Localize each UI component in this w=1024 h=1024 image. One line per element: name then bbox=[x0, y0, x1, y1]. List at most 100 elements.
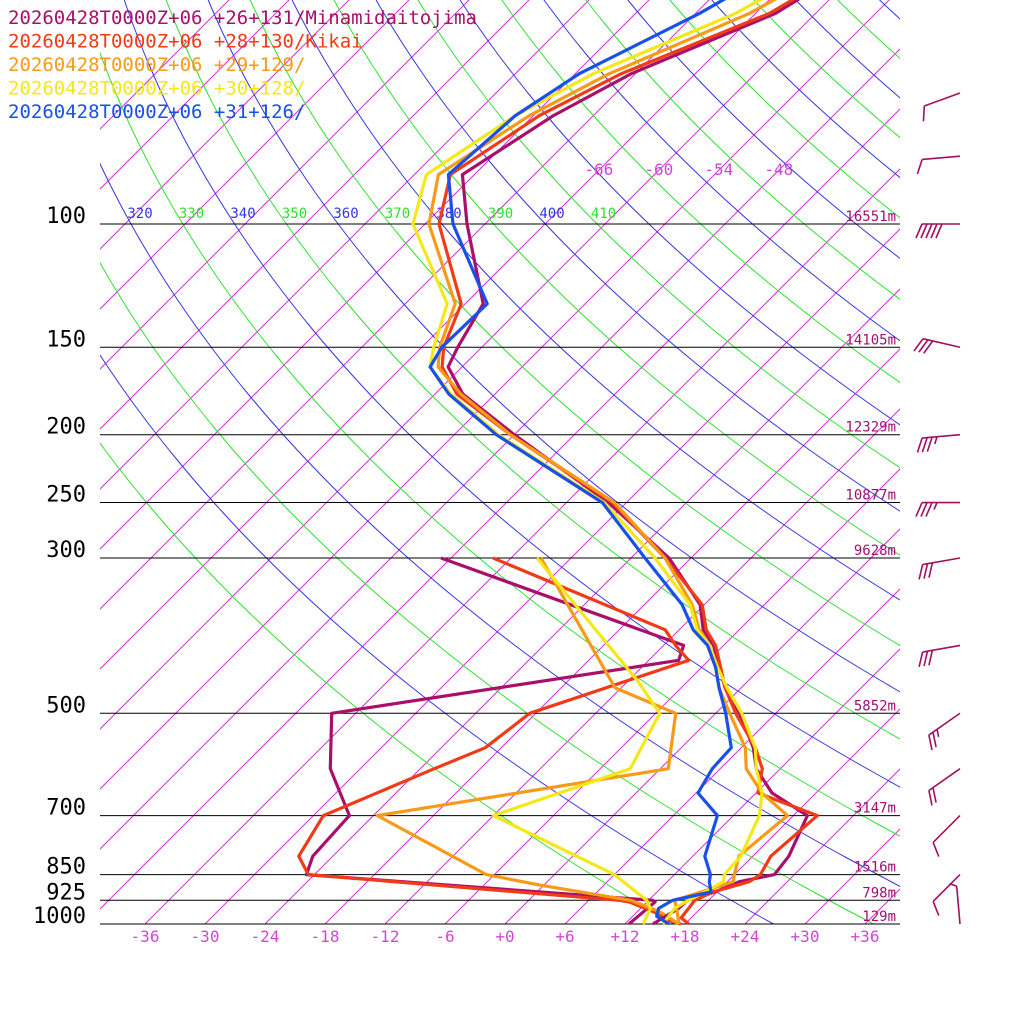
pressure-label: 1000 bbox=[33, 904, 86, 929]
dewpoint-line bbox=[304, 556, 686, 926]
temperature-line bbox=[411, 0, 764, 925]
x-tick-label: +30 bbox=[791, 927, 820, 946]
wind-barb-flag bbox=[936, 729, 940, 737]
isotherm-line bbox=[100, 0, 290, 190]
pressure-label: 250 bbox=[46, 483, 86, 508]
pressure-label: 100 bbox=[46, 204, 86, 229]
wind-barb-shaft bbox=[922, 155, 961, 161]
upper-isotherm-labels: -66 -60 -54 -48 bbox=[584, 160, 793, 179]
wind-barb-flag bbox=[928, 734, 933, 751]
dry-adiabat-line bbox=[249, 0, 900, 647]
wind-barb-shaft bbox=[922, 644, 961, 653]
isotherm-line bbox=[504, 528, 900, 924]
x-tick-label: +24 bbox=[731, 927, 760, 946]
legend: 20260428T0000Z+06 +26+131/Minamidaitojim… bbox=[8, 7, 477, 123]
height-label: 10877m bbox=[845, 488, 896, 504]
dewpoint-line bbox=[491, 556, 662, 925]
wind-barb-flag bbox=[930, 223, 938, 239]
dry-adiabat-line bbox=[669, 0, 900, 219]
dry-adiabat-line bbox=[333, 0, 900, 556]
dry-adiabat-line bbox=[207, 0, 900, 693]
x-tick-label: +18 bbox=[671, 927, 700, 946]
wind-barb-flag bbox=[925, 223, 933, 239]
isotherm-line bbox=[100, 0, 590, 490]
temperature-line bbox=[446, 0, 809, 926]
x-tick-label: -12 bbox=[371, 927, 400, 946]
dry-adiabat-line bbox=[417, 0, 900, 469]
wind-barb-flag bbox=[935, 223, 943, 239]
height-label: 3147m bbox=[854, 801, 896, 817]
pressure-label: 150 bbox=[46, 327, 86, 352]
theta-label: 320 bbox=[127, 206, 152, 222]
wind-barb-flag bbox=[932, 787, 937, 803]
isotherm-label: -48 bbox=[764, 160, 793, 179]
height-label: 129m bbox=[862, 909, 896, 925]
height-label: 16551m bbox=[845, 209, 896, 225]
dry-adiabat-line bbox=[100, 261, 874, 924]
temperature-line bbox=[428, 0, 733, 926]
theta-label: 390 bbox=[488, 206, 513, 222]
wind-barb-flag bbox=[932, 842, 940, 857]
height-label: 5852m bbox=[854, 698, 896, 714]
x-tick-label: -6 bbox=[435, 927, 454, 946]
pressure-label: 500 bbox=[46, 693, 86, 718]
dry-adiabat-line bbox=[291, 0, 900, 601]
legend-entry: 20260428T0000Z+06 +26+131/Minamidaitojim… bbox=[8, 7, 477, 29]
wind-barb-shaft bbox=[932, 815, 961, 844]
x-tick-label: -18 bbox=[311, 927, 340, 946]
pressure-label: 200 bbox=[46, 415, 86, 440]
dry-adiabat-line bbox=[627, 0, 900, 260]
wind-barb-flag bbox=[928, 650, 934, 666]
wind-barbs bbox=[913, 92, 961, 925]
dry-adiabat-line bbox=[123, 0, 900, 788]
isotherm-line bbox=[324, 348, 900, 924]
isotherm-line bbox=[100, 0, 830, 730]
wind-barb-flag bbox=[915, 223, 923, 239]
wind-barb-flag bbox=[925, 502, 933, 517]
wind-barb-flag bbox=[920, 223, 928, 239]
wind-barb-shaft bbox=[922, 557, 961, 566]
dry-adiabat-line bbox=[100, 442, 674, 924]
isotherm-line bbox=[204, 228, 900, 924]
wind-barb-flag bbox=[932, 732, 937, 748]
isotherm-line bbox=[384, 408, 900, 924]
theta-label: 410 bbox=[591, 206, 616, 222]
isotherm-line bbox=[100, 0, 230, 130]
wind-barb-flag bbox=[923, 650, 929, 667]
isotherm-label: -60 bbox=[644, 160, 673, 179]
theta-labels: 320 330 340 350 360 370 380 390 400 410 bbox=[127, 206, 616, 222]
isotherm-line bbox=[100, 108, 900, 910]
dry-adiabat-line bbox=[585, 0, 900, 300]
isotherm-line bbox=[100, 0, 710, 610]
x-tick-label: +12 bbox=[611, 927, 640, 946]
dry-adiabat-line bbox=[711, 0, 900, 179]
height-label: 9628m bbox=[854, 543, 896, 559]
x-tick-label: +6 bbox=[555, 927, 574, 946]
dry-adiabat-line bbox=[543, 0, 900, 342]
height-label: 14105m bbox=[845, 332, 896, 348]
dry-adiabat-line bbox=[165, 0, 900, 740]
theta-label: 350 bbox=[282, 206, 307, 222]
wind-barb-flag bbox=[921, 437, 928, 453]
legend-entry: 20260428T0000Z+06 +31+126/ bbox=[8, 101, 305, 123]
wind-barb-flag bbox=[920, 502, 928, 517]
legend-entry: 20260428T0000Z+06 +29+129/ bbox=[8, 54, 305, 76]
height-label: 798m bbox=[862, 885, 896, 901]
legend-entry: 20260428T0000Z+06 +30+128/ bbox=[8, 78, 305, 100]
isotherm-line bbox=[100, 0, 350, 250]
wind-barb-shaft bbox=[955, 886, 961, 925]
wind-barb-flag bbox=[923, 563, 929, 579]
wind-barb-shaft bbox=[932, 874, 961, 903]
isotherm-line bbox=[100, 0, 890, 790]
pressure-label: 850 bbox=[46, 855, 86, 880]
wind-barb-flag bbox=[928, 790, 933, 806]
wind-barb-flag bbox=[915, 502, 923, 517]
wind-barb-flag bbox=[932, 901, 940, 916]
wind-barb-shaft bbox=[928, 768, 961, 792]
wind-barb-flag bbox=[918, 651, 924, 668]
pressure-label: 300 bbox=[46, 538, 86, 563]
x-tick-label: -36 bbox=[131, 927, 160, 946]
dewpoint-line bbox=[297, 556, 691, 926]
